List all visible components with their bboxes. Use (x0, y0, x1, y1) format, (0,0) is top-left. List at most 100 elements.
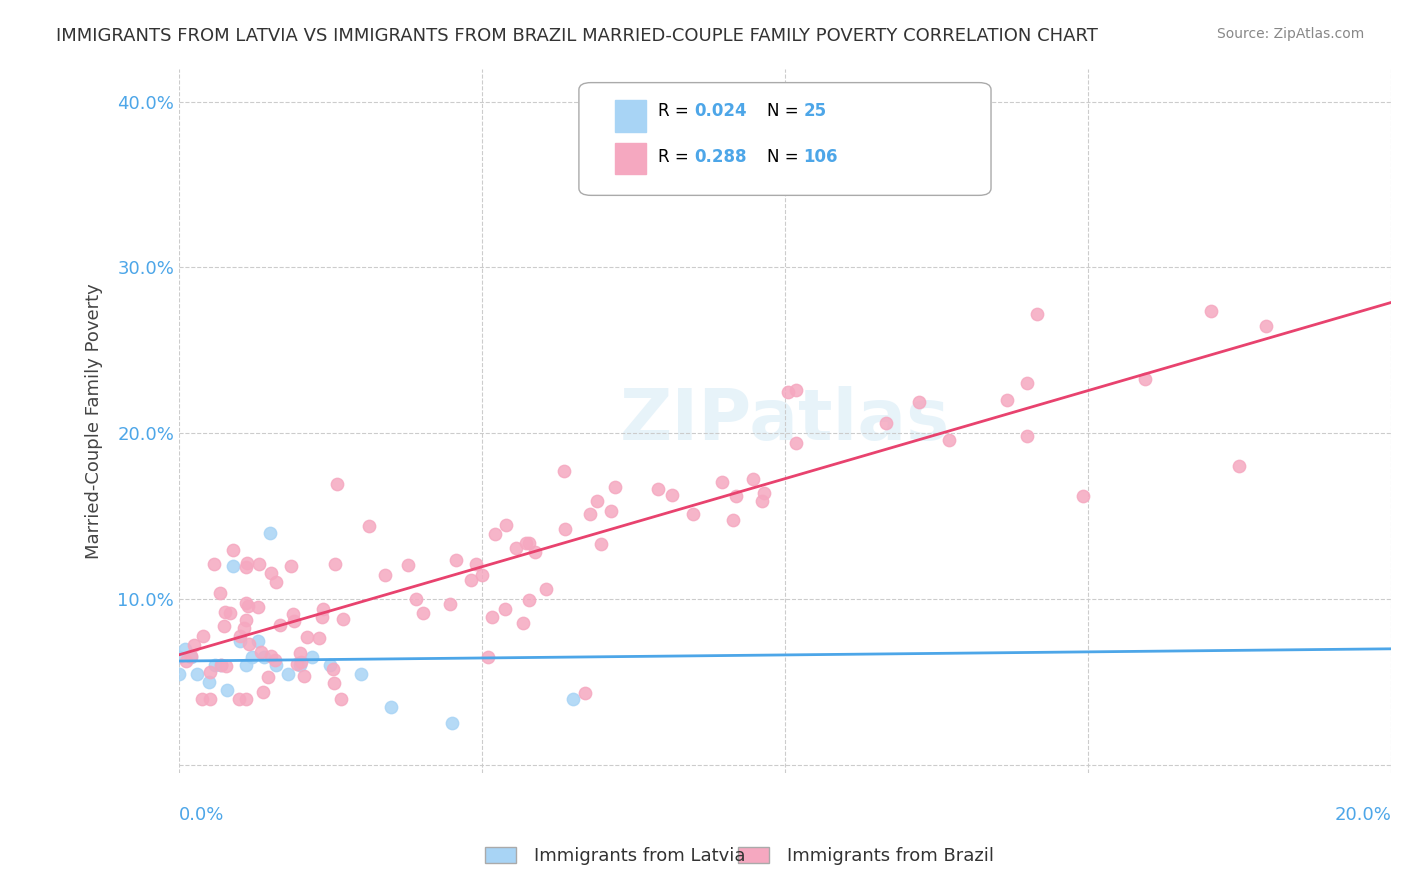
Point (1229, 459, 1251, 474)
Point (711, 475, 734, 490)
Point (215, 659, 238, 673)
Point (1199, 304, 1222, 318)
Point (228, 633, 250, 648)
Point (326, 477, 349, 491)
Point (198, 675, 221, 690)
Point (875, 417, 897, 431)
Point (236, 556, 259, 570)
Point (252, 685, 274, 699)
Point (323, 557, 346, 571)
Point (209, 658, 232, 673)
Point (202, 557, 225, 571)
Text: N =: N = (766, 147, 804, 166)
Point (1015, 428, 1038, 442)
Point (1133, 371, 1156, 385)
Point (283, 607, 305, 621)
Point (250, 645, 273, 659)
Bar (616, 100, 645, 132)
FancyBboxPatch shape (579, 83, 991, 195)
Point (259, 525, 281, 540)
Point (332, 612, 354, 626)
Point (995, 392, 1018, 407)
Point (323, 675, 346, 690)
Point (287, 657, 309, 672)
Point (222, 558, 245, 573)
Point (330, 691, 353, 706)
Y-axis label: Married-Couple Family Poverty: Married-Couple Family Poverty (86, 283, 103, 558)
Point (308, 632, 330, 646)
Point (515, 536, 537, 550)
Point (647, 483, 669, 497)
Point (253, 650, 276, 665)
Point (167, 666, 190, 681)
Point (217, 683, 239, 698)
Point (198, 665, 221, 679)
Point (938, 433, 960, 447)
Point (280, 558, 302, 573)
Point (907, 395, 929, 409)
Point (778, 385, 800, 400)
Point (579, 507, 602, 521)
Point (283, 614, 305, 628)
Point (264, 658, 287, 673)
Point (477, 650, 499, 665)
Point (405, 592, 427, 607)
Point (209, 658, 232, 673)
Point (260, 649, 283, 664)
Point (200, 691, 222, 706)
Point (301, 650, 323, 665)
Point (494, 602, 516, 616)
Point (412, 606, 434, 620)
Text: 106: 106 (803, 147, 838, 166)
Point (1256, 319, 1278, 334)
Point (682, 508, 704, 522)
Point (554, 522, 576, 536)
Point (256, 670, 278, 684)
Point (269, 618, 291, 632)
Point (512, 615, 534, 630)
Point (536, 582, 558, 597)
Point (481, 610, 503, 624)
Point (228, 691, 250, 706)
Point (204, 658, 226, 673)
Point (218, 606, 240, 620)
Point (229, 629, 252, 643)
Point (553, 464, 575, 478)
Point (752, 486, 775, 500)
Point (208, 586, 231, 600)
Point (167, 650, 190, 665)
Point (380, 699, 402, 714)
Point (319, 658, 342, 673)
Point (785, 384, 807, 398)
Point (183, 638, 205, 652)
Text: 0.024: 0.024 (695, 102, 747, 120)
Point (603, 480, 626, 494)
Point (600, 504, 623, 518)
Point (235, 658, 257, 673)
Point (312, 602, 335, 616)
Point (751, 494, 773, 508)
Point (288, 658, 311, 673)
Point (222, 543, 245, 558)
Point (263, 653, 285, 667)
Point (1071, 489, 1094, 503)
Point (180, 650, 202, 665)
Point (290, 655, 312, 669)
Point (460, 573, 482, 587)
Point (439, 598, 461, 612)
Point (176, 654, 198, 668)
Text: Immigrants from Latvia: Immigrants from Latvia (534, 847, 745, 865)
Point (721, 513, 744, 527)
Point (586, 493, 609, 508)
Text: Immigrants from Brazil: Immigrants from Brazil (787, 847, 994, 865)
Point (322, 662, 344, 676)
Point (1026, 307, 1049, 321)
Point (724, 489, 747, 503)
Point (523, 545, 546, 559)
Text: 0.0%: 0.0% (179, 806, 225, 824)
Point (235, 560, 257, 574)
Point (193, 629, 215, 643)
Text: N =: N = (766, 102, 804, 120)
Point (214, 605, 236, 619)
Point (517, 536, 540, 550)
